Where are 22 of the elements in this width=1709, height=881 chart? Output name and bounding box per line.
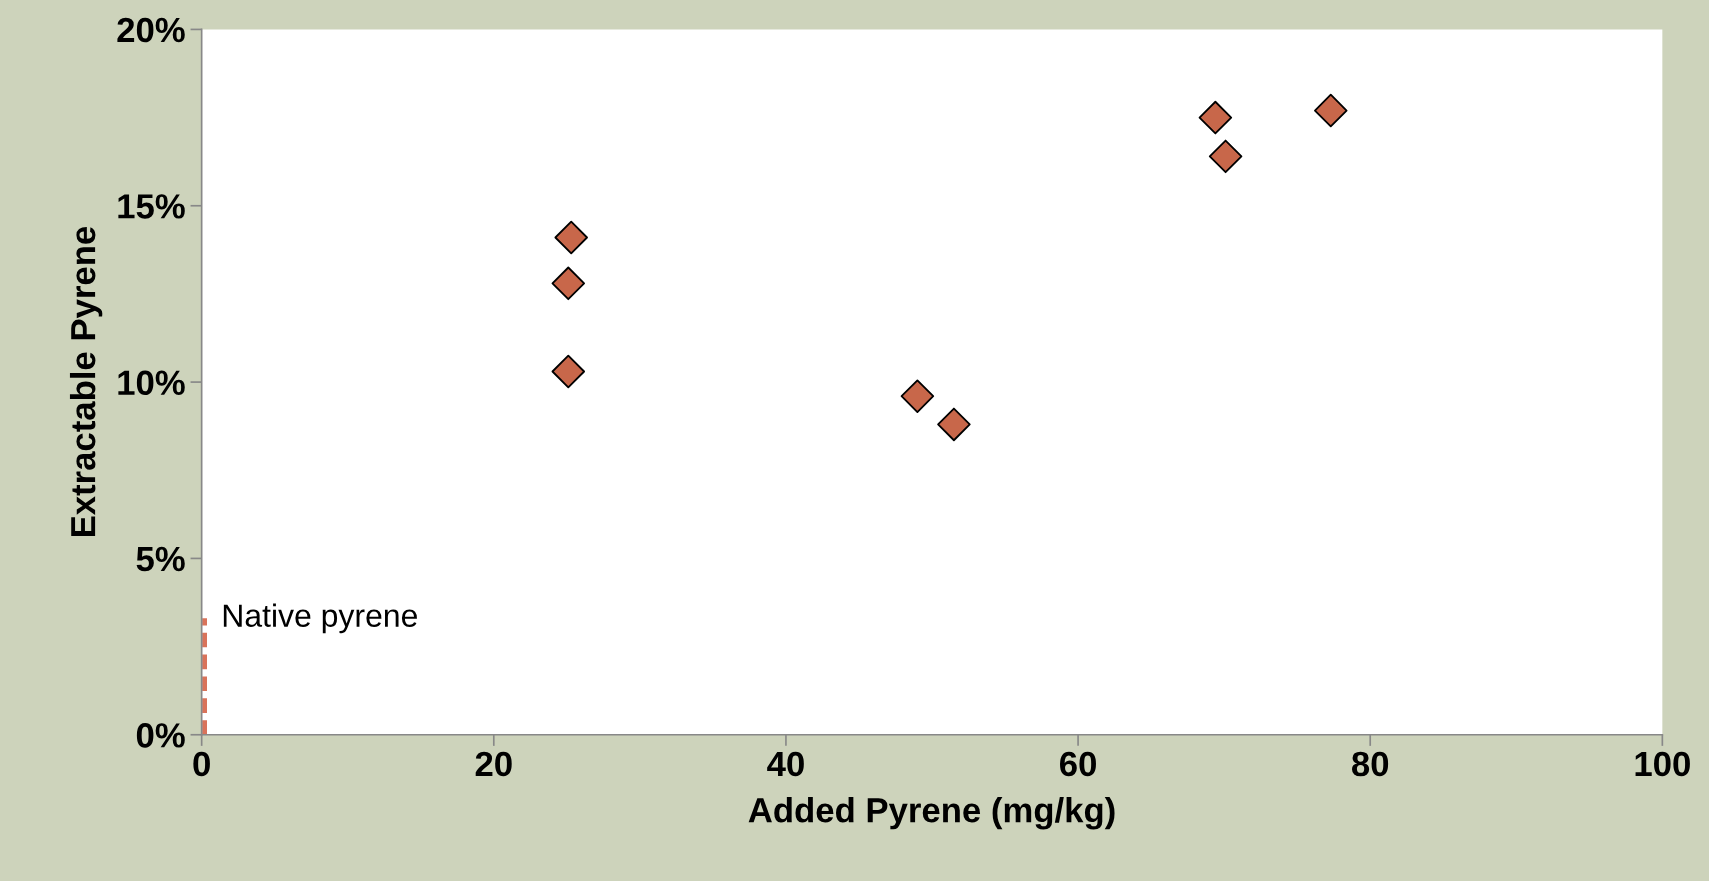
y-tick-label: 5% [136, 546, 185, 572]
y-tick-label: 20% [117, 17, 185, 43]
x-tick-label: 80 [1352, 751, 1389, 777]
y-tick-label: 0% [136, 723, 185, 748]
point [1208, 139, 1243, 174]
x-tick-label: 0 [193, 751, 210, 777]
point [900, 379, 935, 413]
point [551, 266, 586, 301]
y-tick-label: 10% [118, 370, 185, 396]
x-tick-label: 60 [1060, 751, 1096, 777]
point [1198, 100, 1233, 135]
x-tick-label: 100 [1635, 751, 1690, 777]
y-tick-label: 15% [118, 194, 185, 219]
y-axis-title: Extractable Pyrene [69, 226, 103, 537]
x-tick-label: 40 [767, 751, 804, 777]
point [554, 220, 588, 255]
point [1314, 93, 1348, 128]
annotation: Native pyrene [223, 603, 417, 634]
x-tick-label: 20 [475, 751, 512, 777]
x-axis-title: Added Pyrene (mg/kg) [748, 796, 1115, 830]
point [937, 407, 971, 442]
point [551, 354, 586, 389]
